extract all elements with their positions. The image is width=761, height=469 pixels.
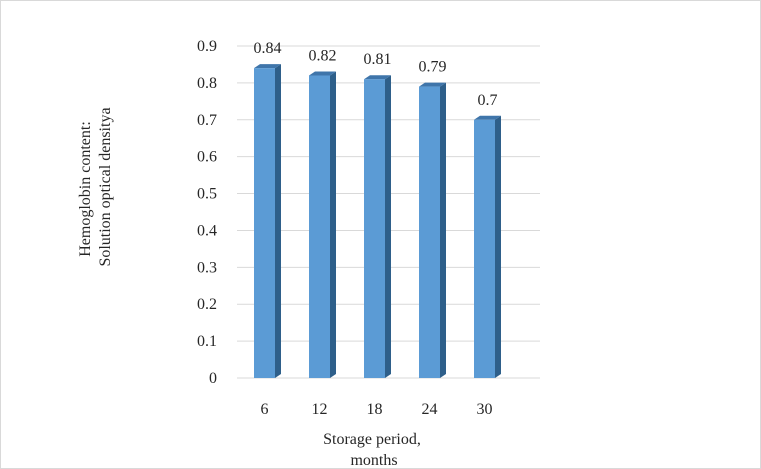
data-labels: 0.84 0.82 0.81 0.79 0.7 <box>254 40 498 109</box>
bar-top <box>364 75 391 80</box>
bars <box>254 64 501 379</box>
data-label: 0.82 <box>309 48 337 65</box>
bar <box>364 75 391 378</box>
bar-side <box>330 71 336 378</box>
y-tick-label: 0.5 <box>197 186 217 203</box>
y-axis-title-line-1: Hemoglobin content: <box>77 121 94 257</box>
y-tick-label: 0.9 <box>197 38 217 55</box>
bar-top <box>419 82 446 87</box>
bar <box>474 115 501 379</box>
y-tick-label: 0 <box>209 370 217 387</box>
bar-side <box>440 82 446 379</box>
data-label: 0.81 <box>364 51 392 68</box>
bar <box>419 82 446 379</box>
x-axis-tick-labels: 6 12 18 24 30 <box>261 401 493 418</box>
y-axis-title-line-2: Solution optical densitya <box>97 107 114 266</box>
bar <box>254 64 281 378</box>
y-tick-label: 0.7 <box>197 112 217 129</box>
y-tick-label: 0.3 <box>197 259 217 276</box>
y-tick-label: 0.1 <box>197 333 217 350</box>
data-label: 0.79 <box>419 59 447 76</box>
y-axis-tick-labels: 0 0.1 0.2 0.3 0.4 0.5 0.6 0.7 0.8 0.9 <box>197 38 217 387</box>
bar-front <box>364 79 385 378</box>
x-tick-label: 24 <box>422 401 438 418</box>
bar-front <box>474 119 495 379</box>
x-axis-title-line-1: Storage period, <box>323 431 421 448</box>
bar-front <box>419 86 440 379</box>
x-tick-label: 18 <box>367 401 383 418</box>
bar-side <box>275 64 281 378</box>
data-label: 0.7 <box>478 92 498 109</box>
x-axis-title: Storage period, months <box>323 431 425 469</box>
y-axis-title: Hemoglobin content: Solution optical den… <box>77 107 114 266</box>
bar-front <box>309 75 330 378</box>
bar-front <box>254 68 275 378</box>
y-tick-label: 0.2 <box>197 296 217 313</box>
data-label: 0.84 <box>254 40 282 57</box>
bar-top <box>474 115 501 120</box>
x-axis-title-line-2: months <box>350 452 397 469</box>
x-tick-label: 30 <box>477 401 493 418</box>
bar-top <box>309 71 336 76</box>
bar <box>309 71 336 378</box>
bar-side <box>495 115 501 379</box>
y-tick-label: 0.6 <box>197 149 217 166</box>
x-tick-label: 12 <box>312 401 328 418</box>
y-tick-label: 0.4 <box>197 222 217 239</box>
bar-side <box>385 75 391 378</box>
y-tick-label: 0.8 <box>197 75 217 92</box>
bar-top <box>254 64 281 69</box>
x-tick-label: 6 <box>261 401 269 418</box>
